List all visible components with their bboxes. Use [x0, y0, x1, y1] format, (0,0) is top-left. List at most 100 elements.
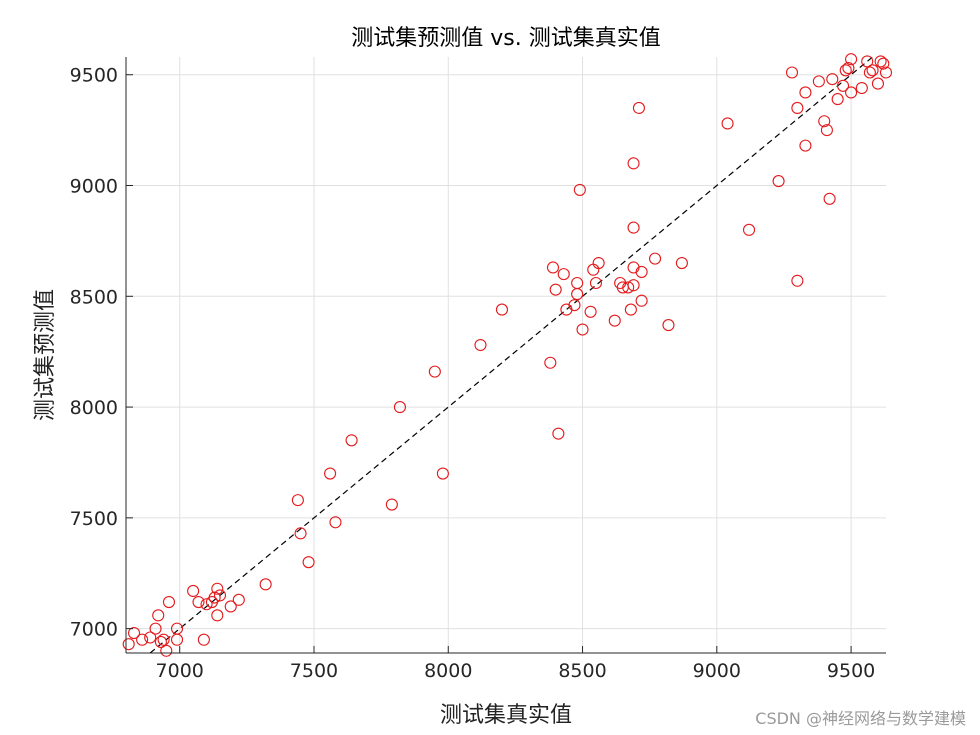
data-point — [152, 609, 165, 622]
data-point — [624, 303, 637, 316]
data-point — [791, 274, 804, 287]
data-point — [200, 598, 213, 611]
tick-labels: 7000 7500 8000 8500 9000 9500 7000 7500 8000 8500… — [70, 65, 876, 682]
data-point — [592, 257, 605, 270]
data-point — [877, 57, 890, 70]
data-point — [627, 279, 640, 292]
chart-title: 测试集预测值 vs. 测试集真实值 — [351, 26, 660, 51]
data-point — [866, 64, 879, 77]
data-point — [861, 55, 874, 68]
data-point — [675, 257, 688, 270]
data-point — [162, 595, 176, 609]
data-point — [863, 66, 876, 79]
data-point — [662, 319, 675, 332]
data-point — [436, 467, 449, 480]
x-tick-label: 7500 — [290, 660, 338, 682]
y-tick-label: 7000 — [70, 619, 118, 641]
data-point — [772, 175, 785, 188]
x-tick-label: 9500 — [827, 660, 875, 682]
data-point — [836, 79, 850, 92]
data-point — [721, 117, 734, 130]
data-point — [799, 86, 812, 99]
data-point — [627, 157, 640, 170]
data-point — [573, 183, 586, 196]
data-point — [546, 261, 560, 274]
data-point — [845, 53, 858, 66]
data-point — [648, 252, 662, 265]
data-point — [345, 434, 358, 447]
data-point — [428, 365, 441, 378]
data-point — [635, 294, 648, 307]
data-point — [324, 467, 337, 480]
data-point — [149, 622, 162, 635]
data-point — [211, 582, 224, 595]
data-point — [160, 644, 173, 657]
data-point — [799, 139, 812, 152]
x-tick-label: 8000 — [424, 660, 472, 682]
x-axis-label: 测试集真实值 — [440, 703, 572, 728]
data-point — [549, 283, 562, 296]
y-axis-label: 测试集预测值 — [33, 289, 58, 421]
data-point — [812, 75, 825, 88]
data-point — [818, 115, 831, 128]
data-point — [259, 578, 272, 591]
data-point — [557, 268, 570, 281]
data-point — [785, 66, 799, 79]
data-point — [154, 635, 167, 648]
data-point — [329, 516, 342, 529]
data-point — [791, 101, 804, 115]
data-point — [393, 401, 406, 414]
y-tick-label: 8500 — [70, 286, 118, 308]
data-point — [842, 62, 855, 75]
data-point — [213, 589, 227, 602]
x-tick-label: 8500 — [558, 660, 606, 682]
x-tick-label: 9000 — [693, 660, 741, 682]
axes — [125, 57, 886, 654]
data-point — [831, 93, 844, 106]
data-point — [589, 276, 603, 290]
data-point — [211, 609, 224, 622]
data-point — [622, 281, 635, 294]
watermark: CSDN @神经网络与数学建模 — [755, 709, 966, 728]
data-point — [208, 591, 221, 604]
data-point — [495, 303, 509, 316]
data-point — [826, 73, 839, 86]
data-point — [571, 276, 584, 290]
data-point — [576, 323, 589, 336]
data-point — [845, 86, 858, 99]
data-points — [122, 53, 893, 657]
data-point — [170, 622, 184, 635]
reference-line — [149, 56, 873, 654]
data-point — [608, 314, 621, 327]
data-point — [122, 638, 135, 651]
reference-line-group — [149, 56, 873, 654]
data-point — [385, 498, 398, 511]
data-point — [144, 631, 157, 644]
data-point — [128, 627, 141, 640]
y-tick-label: 7500 — [70, 508, 118, 530]
data-point — [544, 356, 557, 369]
data-point — [742, 223, 756, 236]
data-point — [294, 527, 307, 540]
data-point — [627, 221, 640, 234]
data-point — [632, 101, 645, 115]
data-point — [224, 600, 237, 613]
data-point — [584, 305, 597, 318]
data-point — [474, 338, 487, 352]
data-point — [568, 299, 581, 312]
data-point — [291, 494, 304, 507]
y-tick-label: 8000 — [70, 397, 118, 419]
data-point — [157, 633, 170, 646]
data-point — [187, 584, 200, 598]
data-point — [302, 556, 315, 569]
data-point — [136, 633, 149, 646]
data-point — [552, 427, 565, 440]
grid-lines — [126, 57, 886, 653]
y-tick-label: 9000 — [70, 176, 118, 198]
data-point — [874, 55, 887, 68]
data-point — [635, 265, 648, 278]
data-point — [855, 81, 868, 95]
y-tick-label: 9500 — [70, 65, 118, 87]
data-point — [820, 124, 833, 137]
